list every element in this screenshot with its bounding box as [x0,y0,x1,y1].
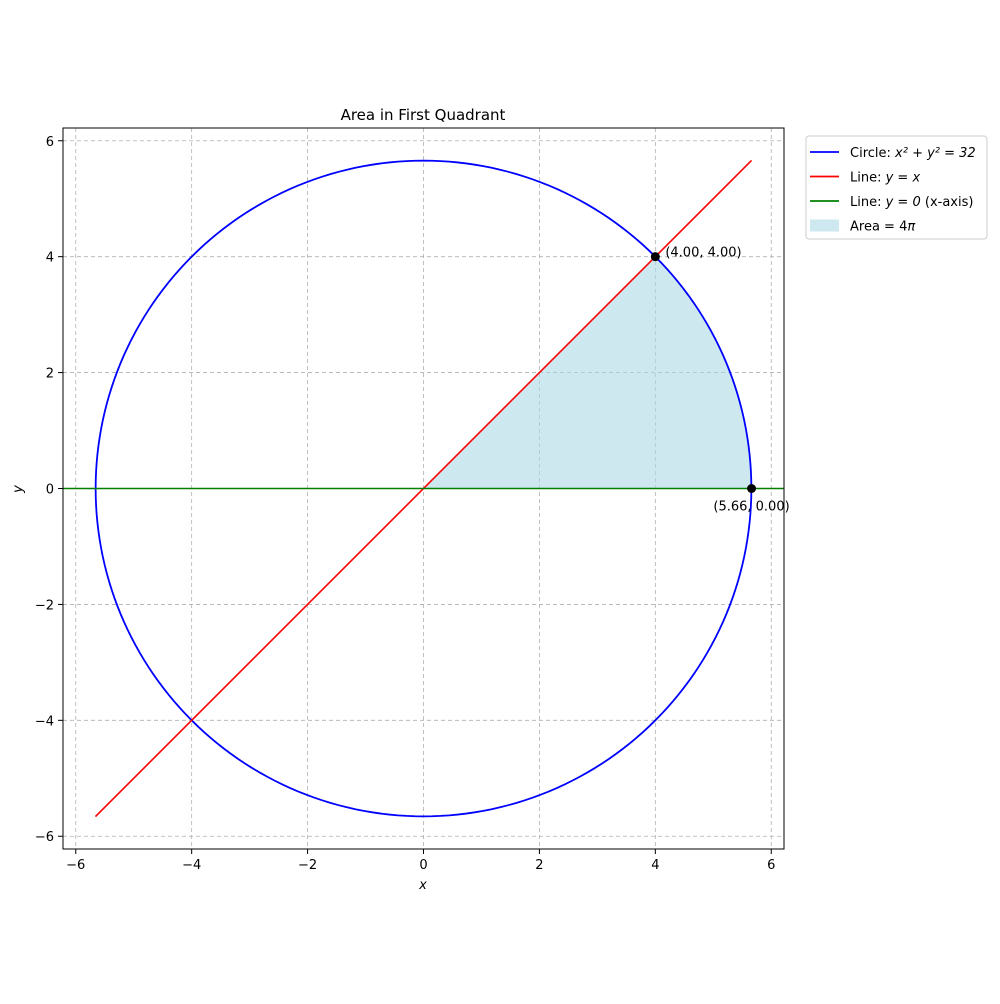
legend-swatch [810,219,839,232]
x-tick-label: 0 [419,858,427,873]
point-label: (4.00, 4.00) [665,246,741,261]
legend-label: Line: y = 0 (x-axis) [850,195,973,210]
point-label: (5.66, 0.00) [713,500,789,515]
x-tick-label: −6 [66,858,85,873]
x-tick-label: 4 [651,858,659,873]
intersection-point [650,252,660,262]
y-axis-label: y [11,485,26,494]
plot-data: (4.00, 4.00) (5.66, 0.00) [63,159,790,818]
x-tick-label: −2 [298,858,317,873]
y-tick-label: −6 [35,830,54,845]
y-tick-label: −2 [35,598,54,613]
x-axis-label: x [418,878,427,893]
legend: Circle: x² + y² = 32 Line: y = x Line: y =… [805,135,988,240]
x-tick-label: 2 [535,858,543,873]
intersection-point [747,484,757,493]
area-fill [423,256,752,489]
legend-label: Area = 4π [850,220,915,235]
axis-ticks: −6 −4 −2 0 2 4 6 −6 −4 −2 0 2 4 6 [35,135,776,873]
y-tick-label: 4 [46,251,54,266]
y-tick-label: 0 [46,483,54,498]
legend-label: Line: y = x [850,171,920,186]
y-tick-label: 6 [46,135,54,150]
y-tick-label: 2 [46,367,54,382]
x-tick-label: 6 [767,858,775,873]
chart-title: Area in First Quadrant [341,106,506,124]
y-tick-label: −4 [35,714,54,729]
x-tick-label: −4 [182,858,201,873]
legend-box [805,135,988,240]
legend-label: Circle: x² + y² = 32 [850,146,976,161]
